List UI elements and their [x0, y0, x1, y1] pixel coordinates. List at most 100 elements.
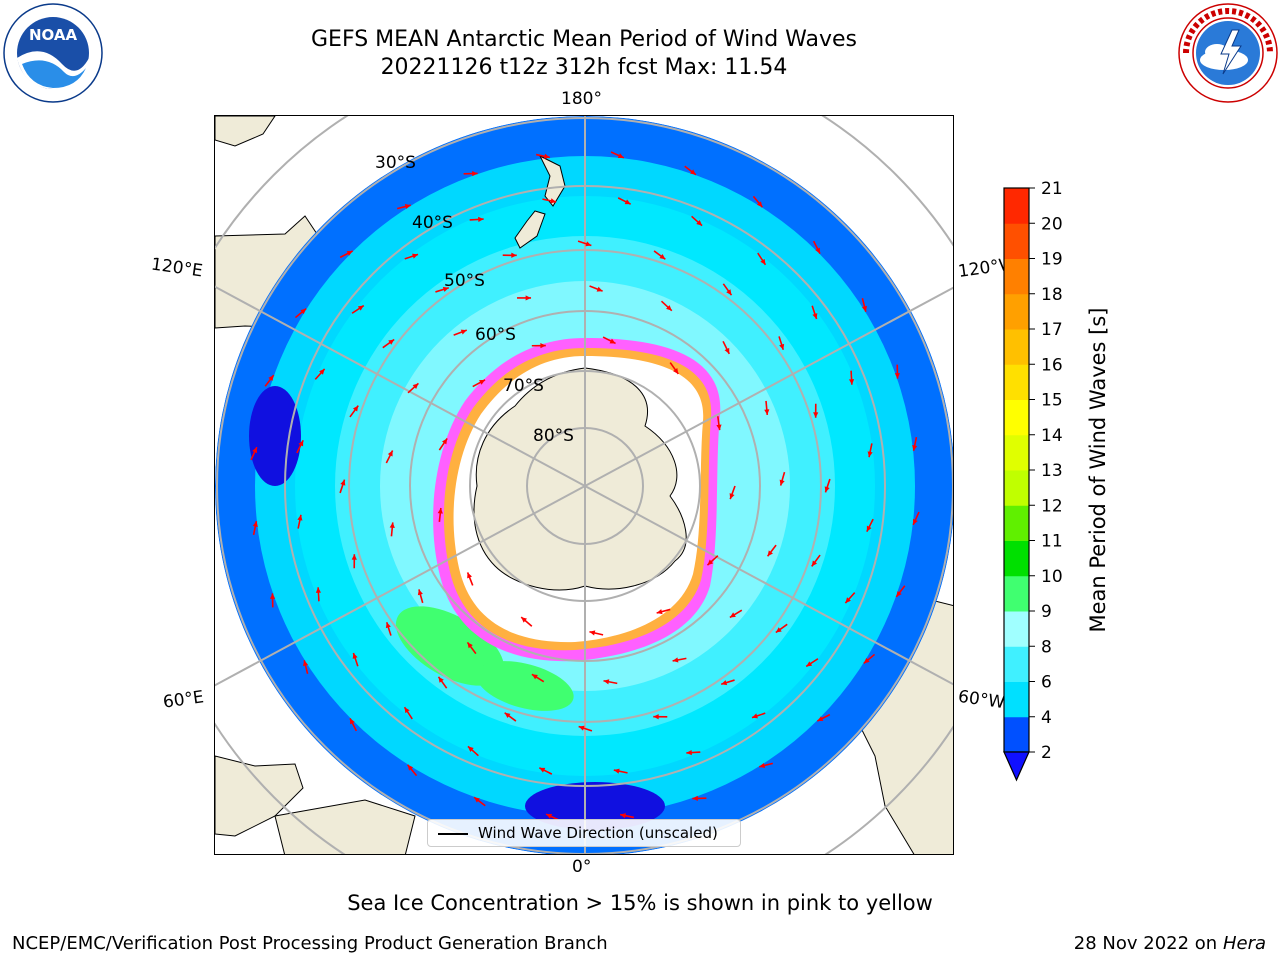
- footer-date: 28 Nov 2022 on Hera: [1074, 933, 1266, 954]
- legend-label: Wind Wave Direction (unscaled): [478, 824, 718, 842]
- wind-wave-arrowhead: [659, 253, 666, 260]
- wind-wave-arrowhead: [269, 593, 276, 599]
- land-africa-south: [274, 799, 416, 854]
- parallel-label-30s: 30°S: [375, 153, 416, 173]
- polar-map: 30°S 40°S 50°S 60°S 70°S 80°S Wind Wave …: [214, 115, 954, 855]
- wind-wave-arrowhead: [357, 305, 364, 311]
- wind-wave-arrowhead: [726, 289, 732, 296]
- wind-wave-arrowhead: [779, 479, 785, 486]
- legend-line: [438, 833, 468, 835]
- colorbar: 2 4 6 8 9 10 11 12 13 14 15 16 17 18 19 20 21: [1003, 180, 1063, 782]
- wind-wave-arrowhead: [912, 445, 918, 451]
- land-new-zealand-south: [514, 210, 546, 249]
- wind-wave-arrowhead: [811, 560, 818, 567]
- wind-wave-arrowhead: [300, 308, 307, 315]
- wind-wave-arrowhead: [298, 440, 304, 447]
- wind-wave-arrowhead: [775, 627, 782, 633]
- wind-wave-arrowhead: [815, 247, 820, 254]
- wind-wave-arrowhead: [656, 609, 663, 615]
- meridian-label-0: 0°: [572, 857, 592, 877]
- colorbar-segment: [1004, 681, 1029, 718]
- wind-wave-arrowhead: [686, 749, 692, 756]
- wind-wave-arrowhead: [721, 680, 728, 686]
- wind-wave-arrowhead: [760, 258, 766, 265]
- colorbar-segment: [1004, 223, 1029, 259]
- parallel-label-70s: 70°S: [503, 376, 544, 396]
- colorbar-title: Mean Period of Wind Waves [s]: [1086, 307, 1110, 633]
- wind-wave-arrowhead: [806, 661, 813, 667]
- colorbar-tick-label: 15: [1041, 391, 1063, 411]
- wind-wave-arrowhead: [813, 412, 819, 418]
- wind-wave-arrowhead: [350, 718, 355, 725]
- footer-machine: Hera: [1222, 933, 1266, 954]
- wind-wave-arrowhead: [751, 713, 758, 719]
- colorbar-segment: [1004, 716, 1029, 753]
- wind-wave-arrowhead: [268, 375, 274, 381]
- wind-wave-arrowhead: [724, 347, 730, 354]
- wind-wave-arrowhead: [412, 383, 419, 389]
- wind-wave-arrowhead: [617, 153, 624, 158]
- wind-wave-arrowhead: [478, 216, 484, 223]
- wind-wave-arrowhead: [407, 764, 414, 771]
- colorbar-tick-label: 20: [1041, 214, 1063, 234]
- wind-wave-arrowhead: [550, 198, 557, 204]
- wind-wave-arrowhead: [585, 241, 592, 247]
- meridian-label-60e: 60°E: [161, 687, 206, 713]
- wind-wave-arrowhead: [692, 795, 698, 802]
- colorbar-extend-arrow: [1003, 751, 1030, 782]
- wind-wave-arrowhead: [340, 479, 346, 486]
- land-new-zealand-north: [538, 154, 566, 207]
- colorbar-tick-label: 2: [1041, 743, 1052, 763]
- colorbar-tick-label: 17: [1041, 320, 1063, 340]
- polar-map-svg: [215, 116, 953, 854]
- wind-wave-arrowhead: [467, 572, 473, 579]
- parallel-label-80s: 80°S: [533, 426, 574, 446]
- wind-wave-arrowhead: [767, 550, 773, 557]
- colorbar-segment: [1004, 646, 1029, 682]
- footer-credit: NCEP/EMC/Verification Post Processing Pr…: [12, 933, 608, 954]
- wind-wave-arrowhead: [779, 343, 785, 350]
- sea-ice-note: Sea Ice Concentration > 15% is shown in …: [347, 891, 933, 915]
- wind-wave-arrowhead: [474, 797, 480, 803]
- wind-wave-arrowhead: [609, 338, 616, 344]
- wind-wave-arrowhead: [472, 170, 478, 177]
- wind-wave-arrowhead: [764, 409, 770, 415]
- wind-wave-arrowhead: [759, 762, 766, 769]
- colorbar-tick-label: 21: [1041, 180, 1063, 199]
- colorbar-tick-label: 10: [1041, 567, 1063, 587]
- land-madagascar-region: [215, 755, 304, 837]
- wind-wave-arrowhead: [845, 597, 851, 604]
- wind-wave-arrows: [250, 151, 920, 821]
- colorbar-segment: [1004, 611, 1029, 647]
- meridian-label-180: 180°: [561, 89, 602, 109]
- wind-wave-arrowhead: [824, 486, 830, 493]
- wind-wave-arrowhead: [404, 707, 410, 714]
- colorbar-tick-label: 6: [1041, 673, 1052, 693]
- wind-wave-arrowhead: [252, 521, 258, 527]
- wind-wave-arrowhead: [672, 657, 679, 663]
- colorbar-segment: [1004, 188, 1029, 224]
- wind-wave-arrowhead: [861, 305, 868, 312]
- map-legend: Wind Wave Direction (unscaled): [427, 819, 741, 847]
- green-patch: [395, 606, 505, 686]
- colorbar-segment: [1004, 575, 1029, 612]
- colorbar-segment: [1004, 399, 1029, 436]
- wind-wave-arrowhead: [596, 286, 603, 292]
- wind-wave-arrowhead: [817, 716, 824, 721]
- colorbar-segment: [1004, 364, 1029, 400]
- colorbar-tick-label: 16: [1041, 355, 1063, 375]
- wind-wave-arrowhead: [302, 660, 309, 667]
- wind-wave-arrowhead: [319, 368, 325, 375]
- parallel-label-60s: 60°S: [475, 325, 516, 345]
- wind-wave-arrowhead: [441, 438, 448, 445]
- wind-wave-arrowhead: [467, 642, 473, 649]
- wind-wave-arrowhead: [315, 587, 322, 593]
- wind-wave-arrowhead: [913, 518, 918, 525]
- wind-wave-arrowhead: [297, 514, 303, 521]
- wind-wave-arrowhead: [812, 313, 818, 320]
- colorbar-tick-label: 18: [1041, 285, 1063, 305]
- wind-wave-arrowhead: [848, 379, 855, 385]
- noaa-logo: NOAA: [2, 2, 104, 104]
- wind-wave-arrowhead: [690, 169, 696, 175]
- wind-wave-arrowhead: [351, 554, 357, 560]
